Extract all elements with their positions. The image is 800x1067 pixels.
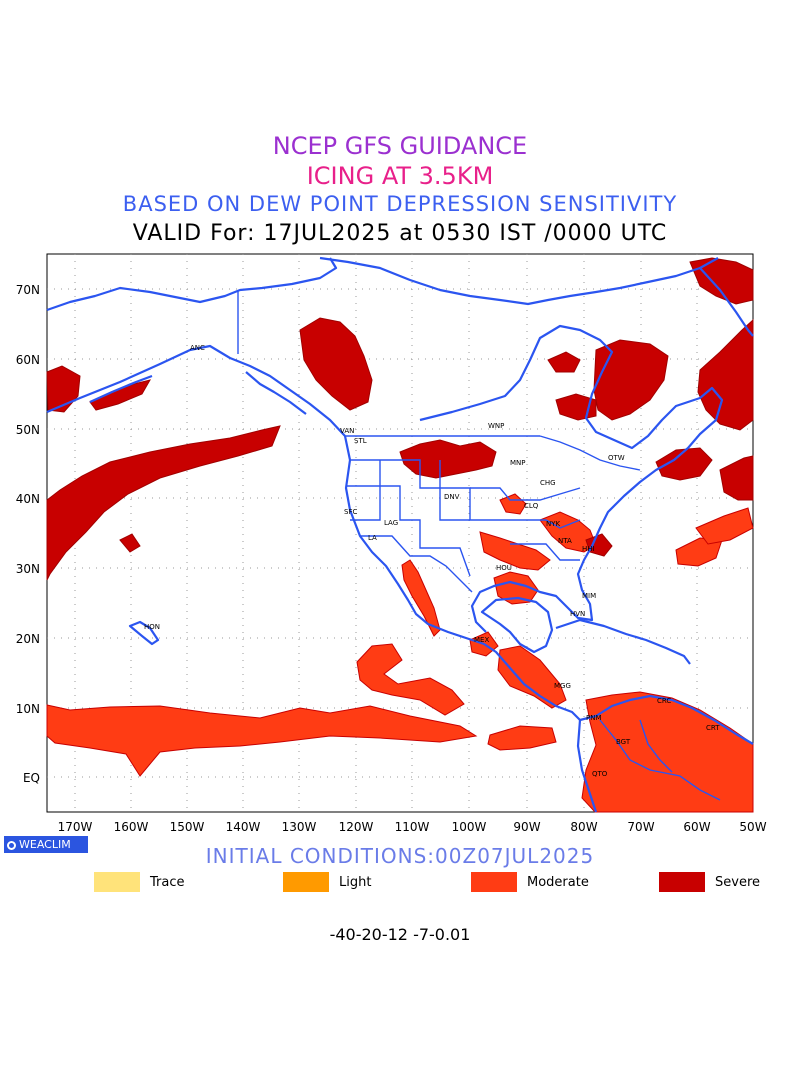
- lon-label: 130W: [282, 820, 317, 834]
- category-legend: Trace Light Moderate Severe: [0, 872, 800, 894]
- lat-label-eq: EQ: [23, 771, 40, 785]
- legend-label-severe: Severe: [715, 875, 760, 890]
- city-label: SFC: [344, 508, 357, 516]
- lat-label-40n: 40N: [16, 492, 40, 506]
- city-label: MNP: [510, 459, 526, 467]
- chart-subtitle: ICING AT 3.5KM: [306, 162, 494, 190]
- city-labels: ANC VAN STL WNP MNP OTW CHG DNV CLQ NYK …: [144, 344, 720, 778]
- lon-label: 170W: [58, 820, 93, 834]
- city-label: MEX: [474, 636, 489, 644]
- borders: [237, 290, 721, 801]
- lat-label-70n: 70N: [16, 283, 40, 297]
- city-label: LAG: [384, 519, 398, 527]
- lat-label-10n: 10N: [16, 702, 40, 716]
- city-label: OTW: [608, 454, 625, 462]
- legend-label-trace: Trace: [150, 875, 185, 890]
- weaclim-logo: WEACLIM: [4, 836, 88, 853]
- city-label: PNM: [586, 714, 602, 722]
- legend-swatch-light: [283, 872, 329, 892]
- legend-swatch-moderate: [471, 872, 517, 892]
- lon-labels: 170W 160W 150W 140W 130W 120W 110W 100W …: [58, 820, 767, 834]
- city-label: WNP: [488, 422, 504, 430]
- lon-label: 120W: [339, 820, 374, 834]
- lon-label: 60W: [683, 820, 710, 834]
- icing-moderate-regions: [46, 493, 754, 813]
- lat-label-50n: 50N: [16, 423, 40, 437]
- city-label: ANC: [190, 344, 205, 352]
- method-text: BASED ON DEW POINT DEPRESSION SENSITIVIT…: [122, 192, 678, 216]
- city-label: NYK: [546, 520, 561, 528]
- lon-label: 110W: [395, 820, 430, 834]
- city-label: CRT: [706, 724, 720, 732]
- city-label: MIM: [582, 592, 596, 600]
- colorbar-ticks: -40-20-12 -7-0.01: [329, 925, 471, 944]
- city-label: CHG: [540, 479, 556, 487]
- city-label: VAN: [340, 427, 354, 435]
- city-label: HON: [144, 623, 160, 631]
- city-label: LA: [368, 534, 377, 542]
- valid-time: VALID For: 17JUL2025 at 0530 IST /0000 U…: [132, 221, 668, 246]
- lon-label: 90W: [513, 820, 540, 834]
- city-label: MGG: [554, 682, 571, 690]
- logo-ring-icon: [7, 841, 16, 850]
- city-label: STL: [354, 437, 367, 445]
- lat-label-20n: 20N: [16, 632, 40, 646]
- lon-label: 80W: [570, 820, 597, 834]
- city-label: NTA: [558, 537, 572, 545]
- icing-map: 70N 60N 50N 40N 30N 20N 10N EQ 170W 160W…: [16, 253, 767, 834]
- legend-label-moderate: Moderate: [527, 875, 589, 890]
- lat-labels: 70N 60N 50N 40N 30N 20N 10N EQ: [16, 283, 40, 785]
- city-label: HHI: [582, 545, 595, 553]
- chart-title: NCEP GFS GUIDANCE: [272, 132, 528, 160]
- lat-label-30n: 30N: [16, 562, 40, 576]
- lat-label-60n: 60N: [16, 353, 40, 367]
- lon-label: 140W: [226, 820, 261, 834]
- lon-label: 100W: [452, 820, 487, 834]
- city-label: CLQ: [524, 502, 539, 510]
- lon-label: 160W: [114, 820, 149, 834]
- initial-conditions: INITIAL CONDITIONS:00Z07JUL2025: [205, 844, 595, 868]
- lon-label: 50W: [739, 820, 766, 834]
- lon-label: 70W: [627, 820, 654, 834]
- city-label: HVN: [570, 610, 585, 618]
- legend-swatch-trace: [94, 872, 140, 892]
- city-label: CRC: [657, 697, 671, 705]
- city-label: DNV: [444, 493, 460, 501]
- legend-swatch-severe: [659, 872, 705, 892]
- legend-label-light: Light: [339, 875, 372, 890]
- city-label: QTO: [592, 770, 608, 778]
- city-label: HOU: [496, 564, 512, 572]
- lon-label: 150W: [170, 820, 205, 834]
- city-label: BGT: [616, 738, 631, 746]
